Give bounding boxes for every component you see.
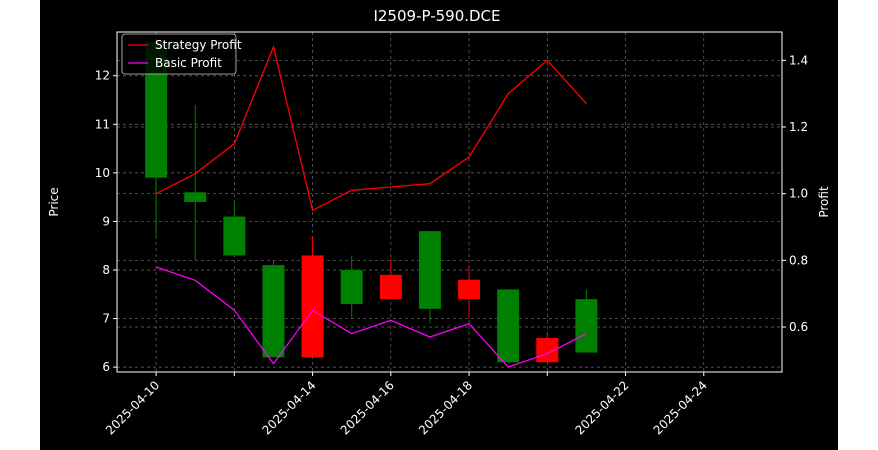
candle-down xyxy=(379,260,402,300)
candle-body xyxy=(301,255,324,358)
y-tick-label-left: 11 xyxy=(95,117,110,131)
candle-body xyxy=(497,289,520,363)
candle-up xyxy=(497,289,520,363)
y-axis-label-left: Price xyxy=(47,187,61,216)
y-tick-label-left: 9 xyxy=(102,214,110,228)
legend-label-basic-profit: Basic Profit xyxy=(155,56,222,70)
candle-body xyxy=(223,216,246,256)
candle-down xyxy=(458,265,481,319)
y-tick-label-left: 10 xyxy=(95,166,110,180)
candle-down xyxy=(301,236,324,358)
plot-frame xyxy=(116,31,783,373)
profit-lines-layer xyxy=(155,44,587,368)
y-axis-label-right: Profit xyxy=(817,186,831,218)
candle-body xyxy=(418,231,441,309)
y-tick-label-left: 6 xyxy=(102,360,110,374)
chart-title: I2509-P-590.DCE xyxy=(373,7,500,25)
strategy-profit-line xyxy=(155,44,587,212)
candle-body xyxy=(575,299,598,353)
candle-body xyxy=(458,279,481,300)
y-tick-label-right: 1.4 xyxy=(789,53,808,67)
y-tick-label-left: 7 xyxy=(102,312,110,326)
legend-box xyxy=(121,33,237,75)
figure-background xyxy=(40,0,838,450)
legend-label-strategy-profit: Strategy Profit xyxy=(155,38,242,52)
y-tick-label-right: 0.8 xyxy=(789,253,808,267)
candle-up xyxy=(262,260,285,358)
y-tick-label-right: 1.0 xyxy=(789,187,808,201)
candle-up xyxy=(184,104,207,261)
legend: Strategy Profit Basic Profit xyxy=(121,33,242,75)
candle-up xyxy=(340,255,363,319)
candle-body xyxy=(262,265,285,358)
grid-layer xyxy=(117,32,782,372)
y-tick-label-right: 0.6 xyxy=(789,320,808,334)
y-tick-label-right: 1.2 xyxy=(789,120,808,134)
candle-body xyxy=(145,41,168,178)
y-tick-label-left: 8 xyxy=(102,263,110,277)
candle-body xyxy=(340,270,363,304)
candle-body xyxy=(379,274,402,300)
candle-body xyxy=(184,192,207,202)
candle-up xyxy=(418,231,441,324)
candle-up xyxy=(575,289,598,353)
candle-up xyxy=(223,202,246,256)
y-tick-label-left: 12 xyxy=(95,69,110,83)
basic-profit-line xyxy=(155,266,587,368)
